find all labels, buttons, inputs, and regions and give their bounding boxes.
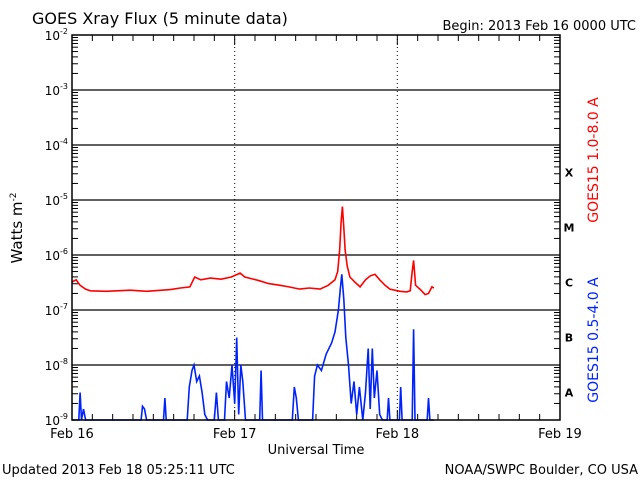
x-axis-label: Universal Time xyxy=(268,443,365,458)
data-source: NOAA/SWPC Boulder, CO USA xyxy=(445,463,638,478)
y-tick-label: 10-6 xyxy=(45,247,68,263)
y-tick-base: 10 xyxy=(45,359,60,373)
y-tick-label: 10-9 xyxy=(45,412,68,428)
flare-class-c: C xyxy=(565,277,573,290)
y-tick-labels: 10-210-310-410-510-610-710-810-9 xyxy=(45,27,68,428)
y-tick-base: 10 xyxy=(45,304,60,318)
x-tick-label: Feb 16 xyxy=(50,427,94,442)
updated-timestamp: Updated 2013 Feb 18 05:25:11 UTC xyxy=(2,463,235,478)
grid xyxy=(72,35,560,420)
y-tick-base: 10 xyxy=(45,29,60,43)
y-tick-exponent: -3 xyxy=(60,82,68,91)
plot-frame xyxy=(71,34,561,421)
x-tick-label: Feb 18 xyxy=(375,427,419,442)
flare-class-b: B xyxy=(565,332,573,345)
y-tick-base: 10 xyxy=(45,414,60,428)
y-tick-base: 10 xyxy=(45,249,60,263)
series-lines xyxy=(71,206,435,421)
y-tick-exponent: -4 xyxy=(60,137,68,146)
y-axis-label-sup: -2 xyxy=(9,192,19,201)
legend-series-0: GOES15 1.0-8.0 A xyxy=(586,97,602,223)
flare-class-a: A xyxy=(565,387,574,400)
y-tick-label: 10-4 xyxy=(45,137,68,153)
y-tick-base: 10 xyxy=(45,194,60,208)
x-tick-label: Feb 19 xyxy=(538,427,582,442)
y-tick-base: 10 xyxy=(45,139,60,153)
begin-time: Begin: 2013 Feb 16 0000 UTC xyxy=(442,19,636,34)
flare-class-x: X xyxy=(565,167,574,180)
y-tick-label: 10-7 xyxy=(45,302,68,318)
chart-title: GOES Xray Flux (5 minute data) xyxy=(32,9,288,28)
y-axis-label-text: Watts m xyxy=(8,201,26,263)
series-line-0 xyxy=(71,206,435,296)
series-line-1 xyxy=(72,274,434,421)
y-tick-label: 10-8 xyxy=(45,357,68,373)
legend-series-1: GOES15 0.5-4.0 A xyxy=(586,277,602,403)
y-tick-base: 10 xyxy=(45,84,60,98)
y-tick-label: 10-5 xyxy=(45,192,68,208)
y-tick-exponent: -5 xyxy=(60,192,68,201)
x-tick-label: Feb 17 xyxy=(213,427,257,442)
y-tick-exponent: -7 xyxy=(60,302,68,311)
y-tick-exponent: -8 xyxy=(60,357,68,366)
axis-ticks xyxy=(72,35,560,420)
y-tick-exponent: -9 xyxy=(60,412,68,421)
y-tick-label: 10-3 xyxy=(45,82,68,98)
flare-class-m: M xyxy=(564,222,575,235)
flare-class-labels: X M C B A xyxy=(564,167,575,400)
y-tick-exponent: -6 xyxy=(60,247,68,256)
y-tick-exponent: -2 xyxy=(60,27,68,36)
y-axis-label: Watts m-2 xyxy=(8,192,26,263)
x-tick-labels: Feb 16 Feb 17 Feb 18 Feb 19 xyxy=(50,427,582,442)
y-tick-label: 10-2 xyxy=(45,27,68,43)
